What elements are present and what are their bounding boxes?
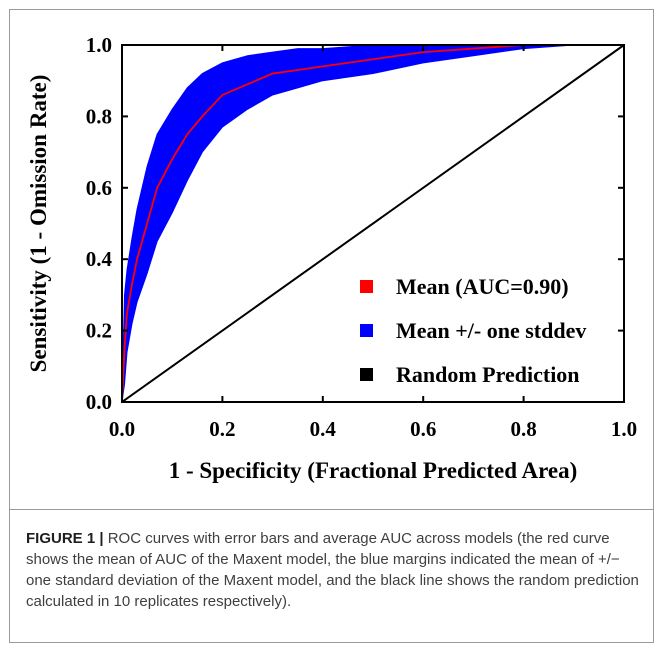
legend-label: Mean +/- one stddev (396, 318, 586, 343)
y-tick-label: 0.6 (86, 176, 112, 200)
stddev-band-layer (121, 44, 624, 403)
line-layer (121, 44, 625, 403)
y-tick-label: 0.4 (86, 247, 113, 271)
random-prediction-line (121, 44, 625, 403)
x-tick-label: 1.0 (611, 417, 637, 441)
x-axis-title: 1 - Specificity (Fractional Predicted Ar… (169, 458, 578, 483)
caption-label: FIGURE 1 | (26, 530, 104, 547)
x-tick-label: 0.8 (510, 417, 536, 441)
y-tick-label: 0.8 (86, 104, 112, 128)
figure-caption: FIGURE 1 | ROC curves with error bars an… (26, 528, 644, 612)
tick-layer: 0.0 0.2 0.4 0.6 0.8 1.0 0.0 0.2 0.4 0.6 0.8 1.0 (86, 33, 637, 441)
y-tick-label: 0.2 (86, 319, 112, 343)
y-axis-title: Sensitivity (1 - Omission Rate) (26, 75, 51, 373)
legend-swatch (360, 324, 373, 337)
roc-chart: 0.0 0.2 0.4 0.6 0.8 1.0 0.0 0.2 0.4 0.6 0.8 1.0 1 -… (26, 33, 637, 483)
y-tick-label: 1.0 (86, 33, 112, 57)
caption-divider (9, 509, 654, 510)
mean-roc-line (121, 44, 624, 403)
stddev-band (121, 44, 624, 403)
figure-frame (9, 9, 654, 643)
x-tick-label: 0.2 (209, 417, 235, 441)
x-tick-label: 0.6 (410, 417, 436, 441)
plot-frame (121, 44, 625, 403)
legend-swatch (360, 368, 373, 381)
axes-layer (121, 44, 625, 403)
caption-text: ROC curves with error bars and average A… (26, 530, 639, 610)
legend-swatch (360, 280, 373, 293)
legend: Mean (AUC=0.90) Mean +/- one stddev Random… (360, 274, 586, 387)
x-tick-label: 0.0 (109, 417, 135, 441)
y-tick-label: 0.0 (86, 390, 112, 414)
legend-label: Random Prediction (396, 362, 580, 387)
x-tick-label: 0.4 (310, 417, 337, 441)
legend-label: Mean (AUC=0.90) (396, 274, 569, 299)
